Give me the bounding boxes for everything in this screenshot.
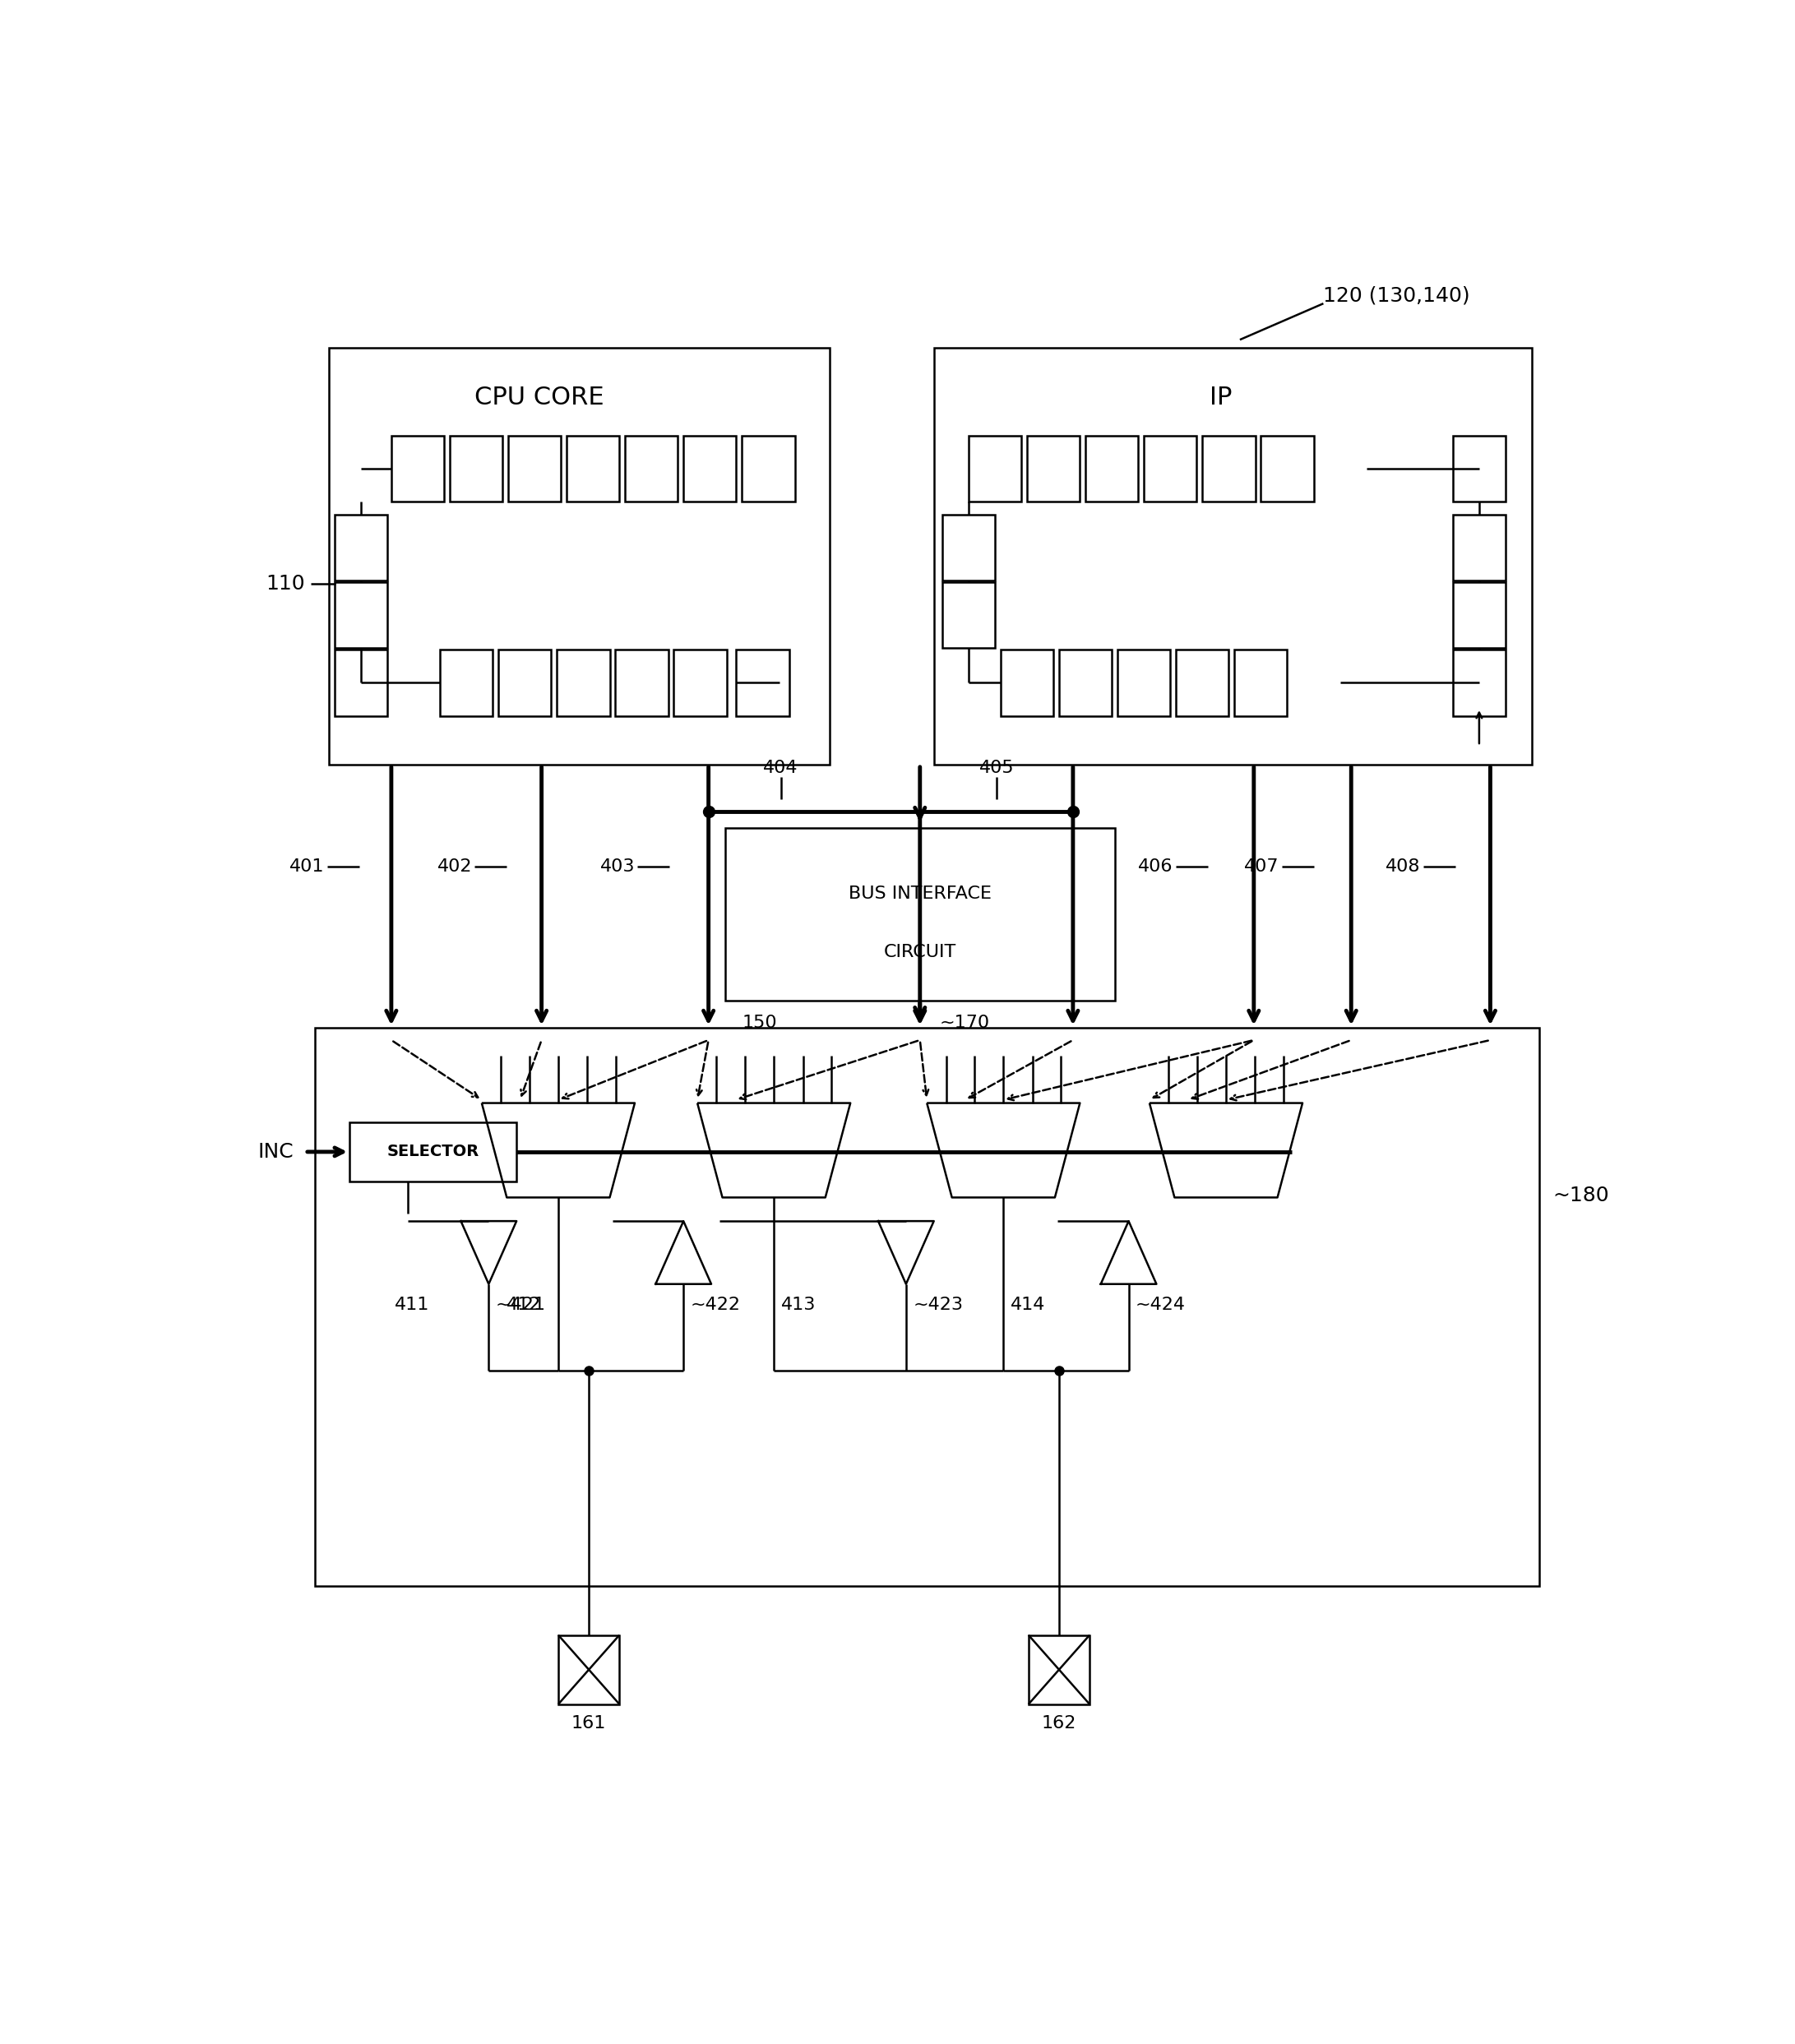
Bar <box>1176 650 1230 715</box>
Bar <box>933 347 1533 764</box>
Bar <box>1059 650 1111 715</box>
Bar <box>451 435 503 503</box>
Bar <box>725 828 1115 1002</box>
Bar <box>334 583 388 648</box>
Text: ~423: ~423 <box>914 1296 964 1312</box>
Bar <box>673 650 727 715</box>
Text: 402: 402 <box>436 858 472 875</box>
Text: CIRCUIT: CIRCUIT <box>883 944 957 961</box>
Bar <box>558 1635 619 1705</box>
Text: 412: 412 <box>506 1296 542 1312</box>
Bar <box>1000 650 1054 715</box>
Text: 110: 110 <box>266 574 305 593</box>
Bar <box>508 435 562 503</box>
Text: 413: 413 <box>781 1296 815 1312</box>
Text: 405: 405 <box>978 760 1014 777</box>
Bar <box>499 650 551 715</box>
Text: 150: 150 <box>741 1014 777 1030</box>
Text: 161: 161 <box>571 1715 607 1731</box>
Bar <box>1452 435 1506 503</box>
Text: 407: 407 <box>1244 858 1278 875</box>
Text: 406: 406 <box>1138 858 1174 875</box>
Text: ~170: ~170 <box>939 1014 989 1030</box>
Bar <box>314 1028 1538 1586</box>
Bar <box>684 435 736 503</box>
Bar <box>741 435 795 503</box>
Text: 404: 404 <box>763 760 799 777</box>
Bar <box>625 435 679 503</box>
Text: ~422: ~422 <box>691 1296 741 1312</box>
Text: CPU CORE: CPU CORE <box>474 386 603 409</box>
Bar <box>1143 435 1197 503</box>
Bar <box>1118 650 1170 715</box>
Text: BUS INTERFACE: BUS INTERFACE <box>849 885 991 901</box>
Bar <box>616 650 668 715</box>
Text: 411: 411 <box>395 1296 429 1312</box>
Bar <box>567 435 619 503</box>
Bar <box>942 583 994 648</box>
Bar <box>350 1122 517 1181</box>
Bar <box>942 515 994 580</box>
Text: 403: 403 <box>600 858 635 875</box>
Bar <box>1027 435 1081 503</box>
Text: SELECTOR: SELECTOR <box>388 1145 479 1159</box>
Bar <box>969 435 1021 503</box>
Bar <box>1452 650 1506 715</box>
Text: 120 (130,140): 120 (130,140) <box>1323 286 1470 305</box>
Bar <box>334 515 388 580</box>
Bar <box>1086 435 1138 503</box>
Text: 162: 162 <box>1041 1715 1077 1731</box>
Bar <box>1029 1635 1090 1705</box>
Bar <box>736 650 790 715</box>
Text: ~180: ~180 <box>1553 1186 1610 1206</box>
Bar <box>391 435 443 503</box>
Bar <box>1452 515 1506 580</box>
Bar <box>1452 583 1506 648</box>
Text: ~421: ~421 <box>495 1296 546 1312</box>
Bar <box>556 650 610 715</box>
Text: INC: INC <box>258 1143 294 1161</box>
Bar <box>440 650 494 715</box>
Text: IP: IP <box>1210 386 1231 409</box>
Bar <box>334 650 388 715</box>
Text: 414: 414 <box>1011 1296 1045 1312</box>
Text: ~424: ~424 <box>1136 1296 1186 1312</box>
Bar <box>328 347 829 764</box>
Text: 408: 408 <box>1386 858 1422 875</box>
Bar <box>1260 435 1314 503</box>
Text: 401: 401 <box>289 858 325 875</box>
Bar <box>1235 650 1287 715</box>
Bar <box>1203 435 1255 503</box>
